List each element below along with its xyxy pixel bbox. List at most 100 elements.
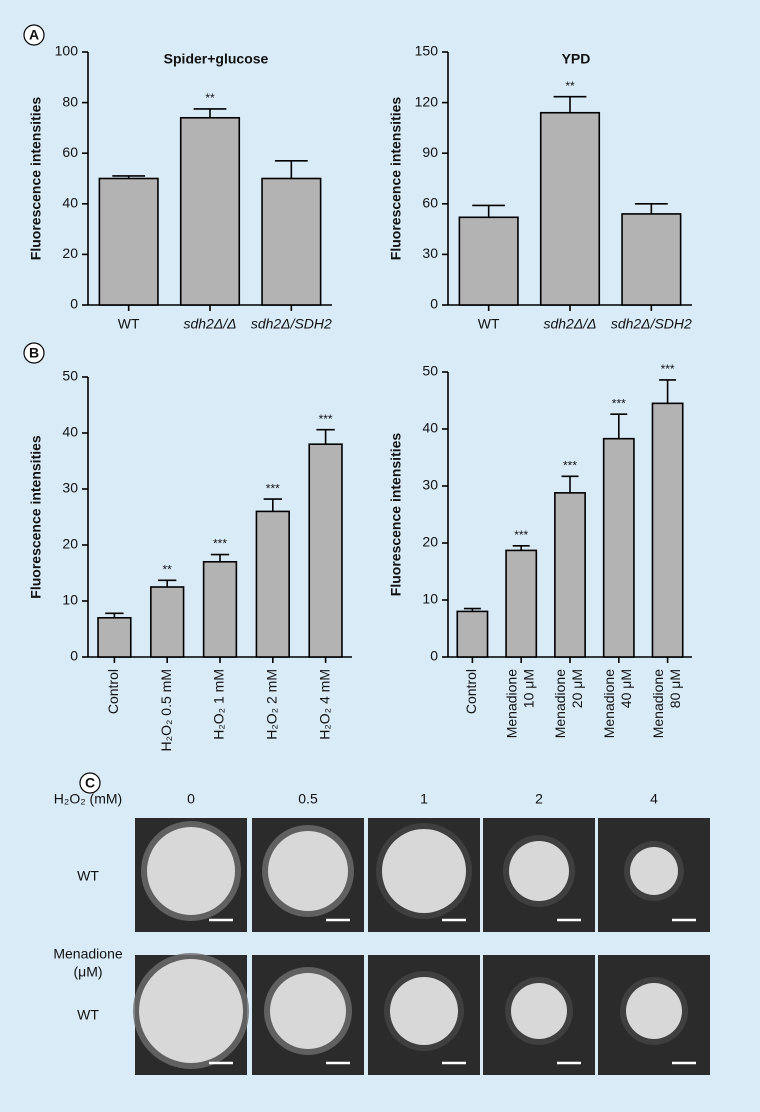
error-bar	[105, 612, 124, 618]
chart-title: YPD	[562, 51, 591, 67]
significance-label: **	[205, 91, 215, 105]
colony	[139, 959, 243, 1063]
bar	[554, 492, 586, 658]
concentration-label: 1	[420, 791, 428, 807]
colony	[270, 973, 346, 1049]
y-tick-label: 100	[55, 43, 79, 59]
colony	[147, 827, 235, 915]
error-bar	[112, 175, 146, 179]
bar	[261, 177, 322, 306]
x-tick-label: sdh2Δ/SDH2	[251, 316, 332, 332]
significance-label: ***	[266, 481, 280, 495]
error-bar	[472, 204, 506, 218]
significance-label: ***	[563, 458, 577, 472]
x-tick-label: Menadione	[503, 669, 519, 738]
bar	[458, 216, 519, 306]
x-tick-label: sdh2Δ/SDH2	[611, 316, 692, 332]
concentration-label: 0	[187, 791, 195, 807]
x-tick-label: WT	[118, 316, 140, 332]
y-axis-label: Fluorescence intensities	[28, 435, 44, 599]
error-bar	[512, 545, 530, 551]
x-tick-label: 10 μM	[520, 669, 536, 708]
y-tick-label: 150	[415, 43, 439, 59]
x-tick-label: H₂O₂ 0.5 mM	[158, 669, 174, 751]
error-bar	[610, 413, 628, 439]
error-bar	[263, 498, 282, 512]
bar	[456, 610, 489, 658]
concentration-label: 0.5	[298, 791, 318, 807]
colony	[509, 841, 569, 901]
y-tick-label: 30	[422, 245, 438, 261]
x-tick-label: 80 μM	[667, 669, 683, 708]
bar	[651, 402, 684, 658]
bar	[255, 510, 290, 658]
y-axis-label: Fluorescence intensities	[28, 97, 44, 261]
bar	[97, 616, 132, 658]
significance-label: ***	[612, 396, 626, 410]
x-tick-label: Menadione	[552, 669, 568, 738]
x-tick-label: Control	[463, 669, 479, 714]
bar	[179, 116, 241, 306]
bar	[539, 111, 601, 306]
y-tick-label: 60	[422, 195, 438, 211]
x-tick-label: 40 μM	[618, 669, 634, 708]
panel-letter: A	[29, 27, 39, 43]
error-bar	[634, 203, 668, 214]
x-tick-label: WT	[478, 316, 500, 332]
y-tick-label: 0	[430, 296, 438, 312]
colony	[630, 847, 678, 895]
x-tick-label: sdh2Δ/Δ	[183, 316, 236, 332]
y-tick-label: 20	[62, 245, 78, 261]
significance-label: ***	[514, 528, 528, 542]
error-bar	[561, 475, 579, 493]
bar	[602, 437, 635, 658]
significance-label: ***	[661, 362, 675, 376]
panel-letter-circle	[23, 24, 45, 46]
x-tick-label: Menadione	[601, 669, 617, 738]
x-tick-label: Control	[105, 669, 121, 714]
bar	[202, 560, 238, 658]
error-bar	[274, 159, 308, 179]
y-tick-label: 80	[62, 93, 78, 109]
concentration-label: 4	[650, 791, 658, 807]
y-tick-label: 40	[422, 420, 438, 436]
y-tick-label: 0	[70, 296, 78, 312]
error-bar	[316, 428, 335, 445]
y-tick-label: 30	[422, 477, 438, 493]
y-tick-label: 0	[430, 648, 438, 664]
panel-letter-circle	[79, 772, 101, 794]
x-tick-label: 20 μM	[569, 669, 585, 708]
y-tick-label: 60	[62, 144, 78, 160]
y-tick-label: 20	[62, 536, 78, 552]
strain-label: WT	[77, 868, 99, 884]
colony	[390, 977, 458, 1045]
y-tick-label: 40	[62, 195, 78, 211]
y-tick-label: 10	[422, 591, 438, 607]
error-bar	[210, 553, 230, 562]
error-bar	[659, 379, 677, 404]
y-axis-label: Fluorescence intensities	[388, 97, 404, 261]
error-bar	[553, 95, 587, 113]
x-tick-label: H₂O₂ 2 mM	[264, 669, 280, 740]
y-tick-label: 90	[422, 144, 438, 160]
x-tick-label: H₂O₂ 1 mM	[211, 669, 227, 740]
colony	[626, 983, 682, 1039]
significance-label: ***	[213, 537, 227, 551]
bar	[621, 213, 682, 306]
y-tick-label: 40	[62, 424, 78, 440]
error-bar	[158, 579, 177, 587]
bar	[150, 586, 185, 658]
error-bar	[193, 108, 227, 118]
chart-title: Spider+glucose	[164, 51, 269, 67]
row-label: H₂O₂ (mM)	[54, 791, 122, 807]
y-tick-label: 20	[422, 534, 438, 550]
error-bar	[463, 607, 481, 612]
y-tick-label: 50	[62, 368, 78, 384]
bar	[505, 549, 538, 658]
y-tick-label: 120	[415, 93, 439, 109]
significance-label: ***	[319, 412, 333, 426]
y-tick-label: 10	[62, 592, 78, 608]
y-tick-label: 30	[62, 480, 78, 496]
significance-label: **	[565, 79, 575, 93]
